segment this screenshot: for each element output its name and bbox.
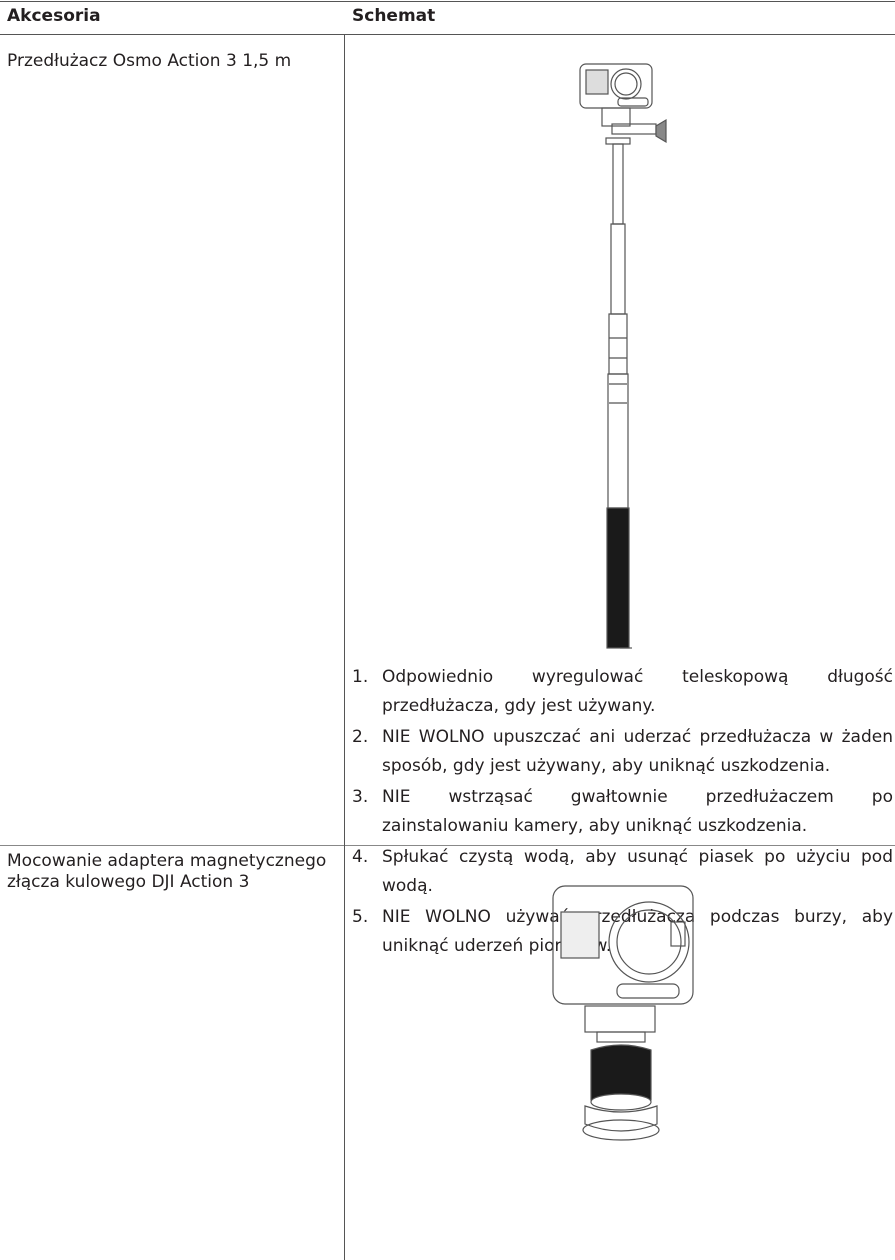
header-cell: Schemat — [352, 6, 436, 26]
note-number: 2. — [352, 727, 369, 747]
note: 4. Spłukać czystą wodą, aby usunąć piasek… — [352, 843, 893, 901]
accessory-name: Mocowanie adaptera magnetycznego złącza … — [7, 851, 327, 892]
column-rule — [344, 34, 345, 1260]
accessory-name: Przedłużacz Osmo Action 3 1,5 m — [7, 51, 292, 71]
note: 1. Odpowiednio wyregulować teleskopową dł… — [352, 663, 893, 721]
note: 2. NIE WOLNO upuszczać ani uderzać przedł… — [352, 723, 893, 781]
note-number: 3. — [352, 787, 369, 807]
header-cell: Akcesoria — [7, 6, 101, 26]
note-text: Odpowiednio wyregulować teleskopową dług… — [382, 667, 893, 716]
note: 5. NIE WOLNO używać przedłużacza podczas … — [352, 903, 893, 961]
usage-notes: 1. Odpowiednio wyregulować teleskopową dł… — [352, 663, 893, 963]
note-text: NIE WOLNO upuszczać ani uderzać przedłuż… — [382, 727, 893, 776]
note-text: NIE WOLNO używać przedłużacza podczas bu… — [382, 907, 893, 956]
note-text: Spłukać czystą wodą, aby usunąć piasek p… — [382, 847, 893, 896]
note-number: 5. — [352, 907, 369, 927]
table-top-rule — [0, 1, 895, 2]
extension-rod-drawing — [579, 63, 667, 649]
row-rule — [0, 845, 895, 846]
ball-joint-mount-drawing — [552, 885, 694, 1141]
note-number: 4. — [352, 847, 369, 867]
note: 3. NIE wstrząsać gwałtownie przedłużaczem… — [352, 783, 893, 841]
note-number: 1. — [352, 667, 369, 687]
header-rule — [0, 34, 895, 35]
note-text: NIE wstrząsać gwałtownie przedłużaczem p… — [382, 787, 893, 836]
